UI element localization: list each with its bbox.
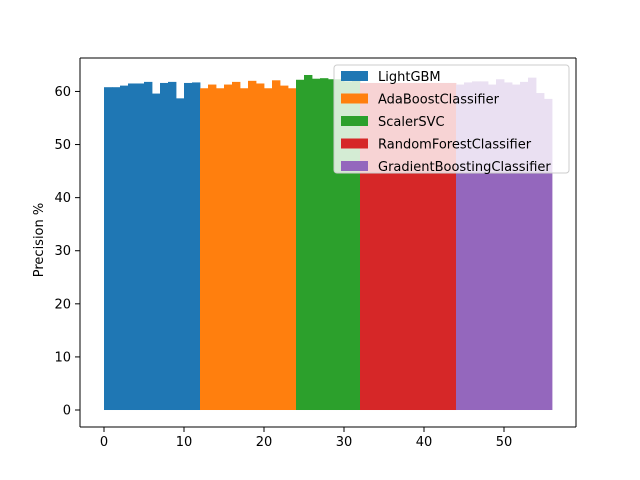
bar-randomforestclassifier-11: [448, 82, 457, 411]
y-tick-label: 20: [54, 297, 71, 312]
legend-label-gradientboostingclassifier: GradientBoostingClassifier: [378, 160, 551, 175]
legend-swatch-randomforestclassifier: [341, 138, 368, 149]
y-tick-label: 50: [54, 138, 71, 153]
bar-lightgbm-5: [144, 81, 153, 411]
y-tick-label: 40: [54, 191, 71, 206]
y-axis-label: Precision %: [32, 203, 47, 278]
bar-scalersvc-7: [352, 79, 361, 411]
bar-scalersvc-4: [328, 79, 337, 411]
bar-lightgbm-2: [120, 85, 129, 411]
bar-adaboostclassifier-10: [280, 85, 289, 411]
bar-gradientboostingclassifier-6: [504, 82, 513, 411]
x-tick-label: 10: [176, 435, 193, 450]
bar-gradientboostingclassifier-10: [536, 93, 545, 411]
bar-adaboostclassifier-0: [200, 88, 209, 411]
bar-lightgbm-10: [184, 82, 193, 411]
bar-adaboostclassifier-8: [264, 88, 273, 411]
x-tick-label: 40: [416, 435, 433, 450]
bar-randomforestclassifier-1: [368, 82, 377, 411]
legend-swatch-adaboostclassifier: [341, 93, 368, 104]
x-tick-label: 50: [496, 435, 513, 450]
legend-label-adaboostclassifier: AdaBoostClassifier: [378, 93, 500, 108]
bar-gradientboostingclassifier-1: [464, 82, 473, 411]
bar-gradientboostingclassifier-2: [472, 81, 481, 411]
bar-adaboostclassifier-2: [216, 88, 225, 411]
bar-lightgbm-6: [152, 93, 161, 411]
legend-label-lightgbm: LightGBM: [378, 70, 441, 85]
bar-adaboostclassifier-4: [232, 81, 241, 411]
bar-lightgbm-9: [176, 98, 185, 411]
legend-swatch-lightgbm: [341, 71, 368, 81]
bar-gradientboostingclassifier-8: [520, 81, 529, 411]
bar-adaboostclassifier-7: [256, 83, 265, 411]
bar-randomforestclassifier-2: [376, 82, 385, 411]
legend: LightGBM AdaBoostClassifier ScalerSVC Rando…: [333, 64, 570, 175]
legend-box: [333, 64, 570, 174]
bar-gradientboostingclassifier-5: [496, 79, 505, 411]
y-tick-label: 0: [63, 404, 71, 419]
bar-gradientboostingclassifier-11: [544, 98, 553, 411]
bar-lightgbm-3: [128, 83, 137, 411]
bar-randomforestclassifier-10: [440, 82, 449, 411]
bar-scalersvc-6: [344, 81, 353, 411]
y-tick-label: 10: [54, 350, 71, 365]
y-tick-label: 60: [54, 85, 71, 100]
bar-randomforestclassifier-4: [392, 82, 401, 411]
bar-lightgbm-11: [192, 82, 201, 411]
legend-swatch-gradientboostingclassifier: [341, 161, 368, 171]
bar-adaboostclassifier-9: [272, 80, 281, 411]
bar-gradientboostingclassifier-4: [488, 84, 497, 411]
bar-scalersvc-0: [296, 79, 305, 411]
bar-gradientboostingclassifier-3: [480, 81, 489, 411]
bars-group: [104, 74, 553, 411]
bar-lightgbm-4: [136, 83, 145, 411]
bar-scalersvc-2: [312, 78, 321, 411]
y-tick-label: 30: [54, 244, 71, 259]
bar-randomforestclassifier-6: [408, 82, 417, 411]
bar-adaboostclassifier-1: [208, 84, 217, 411]
bar-adaboostclassifier-11: [288, 88, 297, 411]
ticks-group: 0 10 20 30 40 50 0 10 20 30 40 50 60: [54, 85, 512, 450]
bar-adaboostclassifier-5: [240, 88, 249, 411]
bar-scalersvc-5: [336, 79, 345, 411]
bar-gradientboostingclassifier-9: [528, 77, 537, 411]
bar-gradientboostingclassifier-0: [456, 84, 465, 411]
x-tick-label: 30: [336, 435, 353, 450]
bar-lightgbm-0: [104, 87, 113, 411]
legend-label-randomforestclassifier: RandomForestClassifier: [378, 138, 532, 153]
bar-adaboostclassifier-3: [224, 84, 233, 411]
x-tick-label: 0: [100, 435, 108, 450]
axes-group: [79, 57, 577, 428]
legend-swatch-scalersvc: [341, 116, 368, 126]
bar-lightgbm-1: [112, 87, 121, 411]
bar-lightgbm-8: [168, 81, 177, 411]
bar-gradientboostingclassifier-7: [512, 84, 521, 411]
bar-scalersvc-3: [320, 78, 329, 411]
bar-randomforestclassifier-9: [432, 82, 441, 411]
bar-randomforestclassifier-5: [400, 82, 409, 411]
legend-label-scalersvc: ScalerSVC: [378, 115, 445, 130]
bar-randomforestclassifier-0: [360, 82, 369, 411]
bar-randomforestclassifier-8: [424, 82, 433, 411]
x-tick-label: 20: [256, 435, 273, 450]
bar-scalersvc-1: [304, 74, 313, 411]
bar-randomforestclassifier-7: [416, 82, 425, 411]
bar-adaboostclassifier-6: [248, 80, 257, 411]
bar-lightgbm-7: [160, 82, 169, 411]
bar-randomforestclassifier-3: [384, 82, 393, 411]
